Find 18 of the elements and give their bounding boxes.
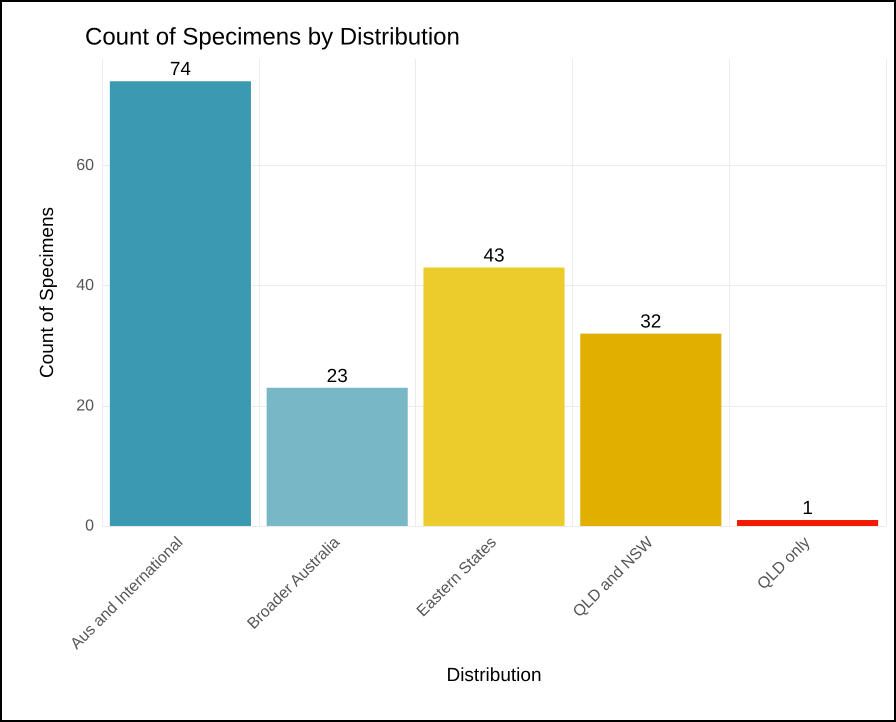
bar [266,388,408,526]
y-tick-label: 20 [76,397,94,414]
y-tick-label: 60 [76,156,94,174]
y-axis-title: Count of Specimens [37,206,58,378]
bar [110,81,251,526]
chart-title: Count of Specimens by Distribution [85,24,460,50]
bar [580,334,722,526]
bar [737,520,878,526]
bar [423,268,565,526]
x-tick-label: QLD only [754,534,814,594]
data-label: 74 [170,59,192,80]
data-label: 32 [640,312,662,333]
data-label: 23 [326,366,348,387]
data-label: 43 [483,246,505,267]
y-tick-label: 0 [85,518,94,534]
x-axis-title: Distribution [446,665,542,686]
data-label: 1 [802,498,813,519]
y-tick-label: 40 [76,277,94,294]
